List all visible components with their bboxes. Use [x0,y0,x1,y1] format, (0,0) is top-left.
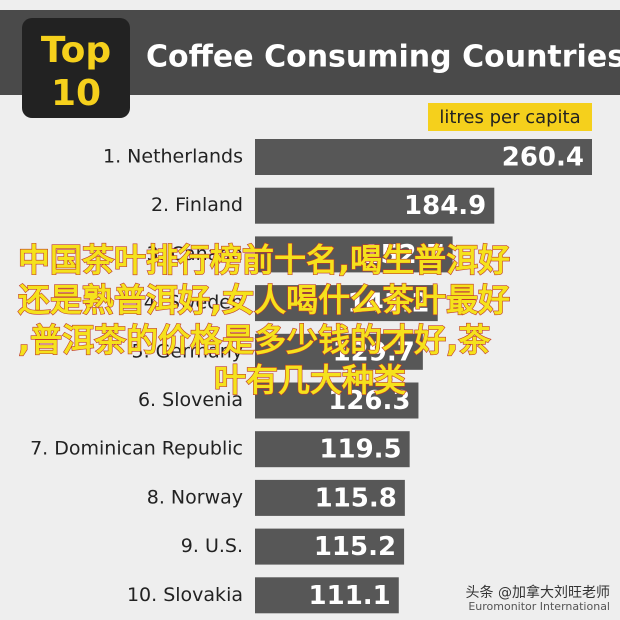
value-label: 141.2 [347,289,429,319]
bar [255,139,592,175]
value-label: 126.3 [328,386,410,416]
value-label: 111.1 [309,581,391,611]
badge-top: Top [41,30,111,71]
category-label: 2. Finland [151,194,243,216]
bar [255,187,495,224]
bar [255,236,453,273]
badge-ten: 10 [51,73,101,114]
value-label: 119.5 [319,435,401,465]
watermark: 头条 @加拿大刘旺老师 [466,584,610,601]
value-label: 115.8 [315,483,397,513]
unit-box [428,103,592,131]
overlay-text: 中国茶叶排行榜前十名,喝生普洱好 [18,241,510,279]
value-label: 129.7 [333,337,415,367]
category-label: 3. Canada [147,243,243,265]
category-label: 5. Germany [132,340,244,362]
bar [255,431,410,468]
value-label: 152.7 [362,240,444,270]
unit-label: litres per capita [439,107,580,128]
category-label: 6. Slovenia [138,389,243,411]
category-label: 7. Dominican Republic [30,438,243,460]
value-label: 115.2 [314,532,396,562]
overlay-text: 还是熟普洱好,女人喝什么茶叶最好 [18,281,510,319]
overlay-text: ,普洱茶的价格是多少钱的才好,茶 [18,321,491,359]
bar [255,577,399,614]
category-label: 9. U.S. [181,535,243,557]
bar [255,382,419,419]
overlay-text: 叶有几大种类 [214,361,406,399]
bar [255,285,438,322]
badge [22,18,130,118]
category-label: 4. Sweden [144,292,243,314]
category-label: 8. Norway [147,486,243,508]
bar [255,333,423,370]
bar [255,479,405,516]
category-label: 10. Slovakia [127,584,243,606]
chart-title: Coffee Consuming Countries [146,40,620,75]
source: Euromonitor International [468,600,610,613]
value-label: 260.4 [502,143,584,173]
bar [255,528,405,565]
category-label: 1. Netherlands [103,146,243,168]
value-label: 184.9 [404,191,486,221]
